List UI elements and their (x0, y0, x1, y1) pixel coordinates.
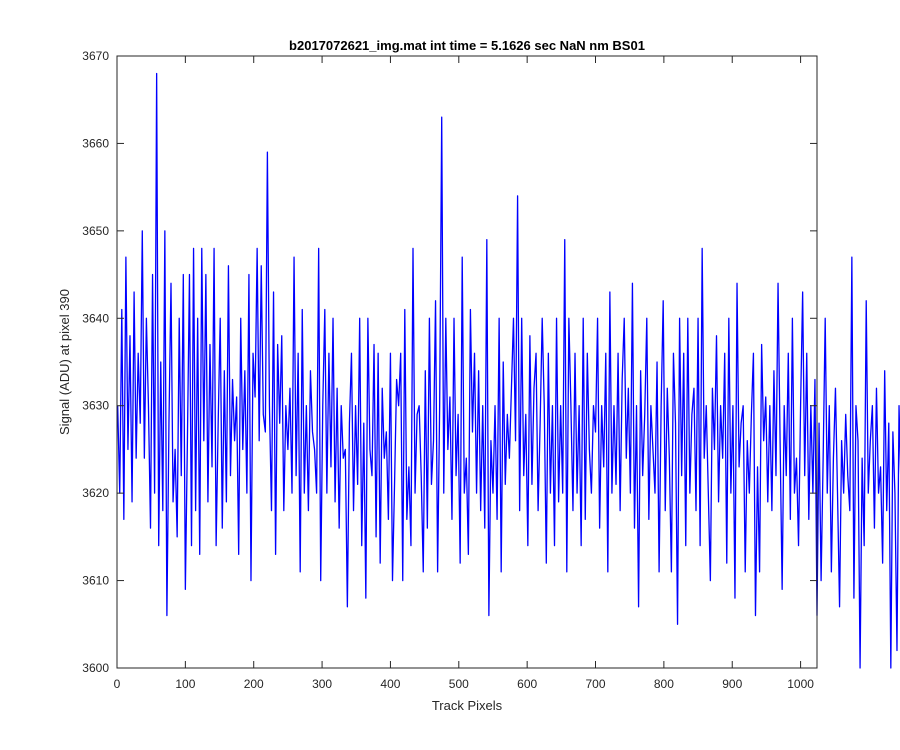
x-tick-label-800: 800 (654, 677, 674, 691)
x-tick-label-600: 600 (517, 677, 537, 691)
y-tick-label-3630: 3630 (82, 399, 109, 413)
series-layer (117, 72, 900, 669)
x-tick-label-700: 700 (586, 677, 606, 691)
x-tick-label-0: 0 (114, 677, 121, 691)
y-tick-label-3660: 3660 (82, 136, 109, 150)
plot-area (117, 56, 817, 668)
x-tick-label-500: 500 (449, 677, 469, 691)
axes-box (116, 55, 818, 669)
y-tick-label-3610: 3610 (82, 574, 109, 588)
x-tick-label-100: 100 (175, 677, 195, 691)
x-tick-label-300: 300 (312, 677, 332, 691)
y-tick-label-3670: 3670 (82, 49, 109, 63)
x-axis-label: Track Pixels (432, 698, 503, 713)
x-tick-label-1000: 1000 (787, 677, 814, 691)
y-tick-label-3600: 3600 (82, 661, 109, 675)
chart-title: b2017072621_img.mat int time = 5.1626 se… (289, 38, 645, 53)
x-tick-label-200: 200 (244, 677, 264, 691)
y-tick-label-3620: 3620 (82, 486, 109, 500)
y-tick-label-3650: 3650 (82, 224, 109, 238)
x-axis: 0 100 200 300 400 500 600 700 800 900 1000 (114, 56, 814, 691)
y-axis-label: Signal (ADU) at pixel 390 (57, 289, 72, 435)
y-tick-label-3640: 3640 (82, 311, 109, 325)
x-tick-label-900: 900 (722, 677, 742, 691)
x-tick-label-400: 400 (380, 677, 400, 691)
y-axis: 3600 3610 3620 3630 3640 3650 3660 3670 (82, 49, 817, 675)
series-line-0 (117, 72, 900, 669)
